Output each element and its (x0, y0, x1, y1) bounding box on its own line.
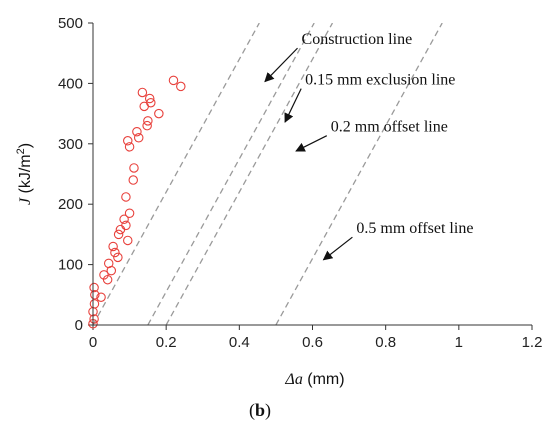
y-tick-label: 300 (58, 136, 83, 153)
y-axis-unit-close: ) (17, 143, 34, 148)
data-point (168, 75, 179, 86)
x-tick-label: 0 (89, 334, 97, 351)
data-point (176, 81, 186, 92)
data-point (154, 108, 164, 119)
annotation-arrow (322, 236, 353, 261)
line-annotation-label: Construction line (302, 31, 413, 48)
data-point (113, 252, 123, 263)
data-point (121, 192, 131, 202)
data-point (128, 175, 138, 185)
panel-letter: b (255, 400, 265, 420)
y-axis-unit-sup: 2 (15, 148, 27, 154)
y-axis-ticks: 0 100 200 300 400 500 (58, 15, 93, 334)
line-annotation-label: 0.5 mm offset line (356, 220, 473, 237)
data-point (106, 265, 117, 276)
x-tick-label: 1.2 (522, 334, 543, 351)
data-point (146, 97, 156, 108)
y-tick-label: 0 (75, 317, 83, 334)
data-point (110, 247, 120, 258)
y-tick-label: 200 (58, 196, 83, 213)
annotation-arrow (295, 135, 328, 152)
line-annotation-label: 0.15 mm exclusion line (305, 72, 455, 89)
data-point (132, 126, 142, 137)
line-annotation-label: 0.2 mm offset line (331, 119, 448, 136)
x-axis-unit: (mm) (303, 371, 345, 388)
data-point (89, 299, 100, 309)
data-point (144, 93, 155, 104)
y-tick-label: 400 (58, 75, 83, 92)
data-point (129, 163, 139, 173)
x-tick-label: 0.8 (375, 334, 396, 351)
data-point (142, 120, 152, 131)
annotation-arrow (284, 88, 302, 123)
x-axis-label: Δa (mm) (284, 371, 344, 388)
data-point (102, 274, 113, 285)
data-points (88, 75, 186, 329)
data-point (113, 229, 124, 240)
data-point (143, 116, 153, 126)
construction-lines (93, 23, 443, 325)
dashed-line (165, 23, 334, 325)
y-tick-label: 500 (58, 15, 83, 32)
x-tick-label: 0.2 (156, 334, 177, 351)
data-point (96, 292, 106, 302)
data-point (89, 282, 99, 293)
x-tick-label: 1 (455, 334, 463, 351)
y-tick-label: 100 (58, 257, 83, 274)
line-annotations: Construction line 0.15 mm exclusion line 0… (264, 31, 473, 261)
y-axis-symbol: J (17, 197, 34, 205)
data-point (123, 136, 133, 146)
y-axis-label: J (kJ/m2) (15, 143, 34, 205)
dashed-line (147, 23, 315, 325)
data-point (89, 314, 99, 324)
x-axis-ticks: 0 0.2 0.4 0.6 0.8 1 1.2 (89, 325, 543, 351)
x-tick-label: 0.6 (302, 334, 323, 351)
annotation-arrow (264, 47, 298, 83)
dashed-line (275, 23, 443, 325)
data-point (124, 142, 135, 152)
panel-label: (b) (249, 400, 271, 421)
data-point (90, 290, 100, 300)
dashed-line (93, 23, 260, 325)
data-point (124, 208, 135, 219)
data-point (137, 87, 148, 98)
data-point (123, 235, 133, 246)
data-point (133, 133, 144, 143)
data-point (108, 241, 118, 252)
data-point (121, 220, 131, 231)
x-axis-symbol: Δa (284, 371, 302, 388)
data-point (115, 224, 126, 235)
y-axis-unit: (kJ/m (17, 154, 34, 198)
x-tick-label: 0.4 (229, 334, 250, 351)
data-point (119, 214, 129, 225)
